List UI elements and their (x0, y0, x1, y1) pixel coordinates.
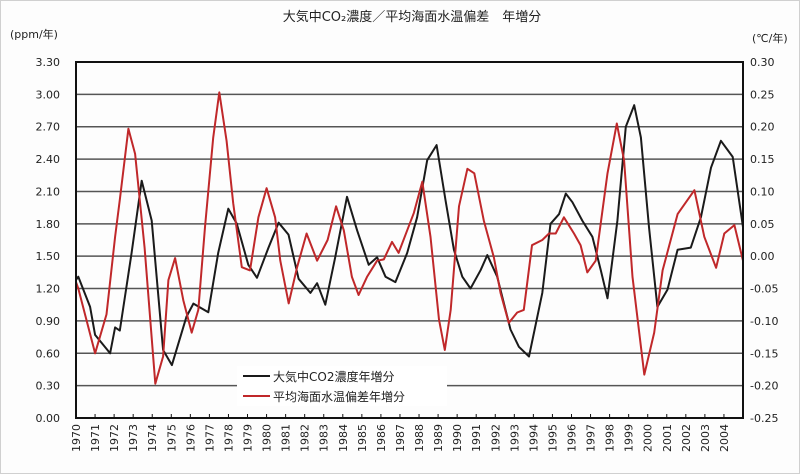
y-left-tick-label: 3.00 (36, 88, 61, 101)
y-right-tick-label: 0.00 (750, 250, 775, 263)
x-tick-label: 1984 (337, 424, 350, 452)
y-right-tick-label: -0.15 (750, 347, 778, 360)
x-tick-label: 1988 (413, 424, 426, 452)
y-right-tick-label: 0.05 (750, 218, 775, 231)
y-left-tick-label: 2.70 (36, 121, 61, 134)
legend: 大気中CO2濃度年増分 平均海面水温偏差年増分 (237, 366, 447, 406)
x-tick-label: 1974 (146, 424, 159, 452)
left-y-axis-ticks: 0.00 0.30 0.60 0.90 1.20 1.50 1.80 2.10 2.40 2.70… (36, 56, 61, 425)
x-axis-ticks: 1970 1971 1972 1973 1974 1975 1976 1977 1978 1979… (70, 414, 731, 452)
legend-label-co2: 大気中CO2濃度年増分 (273, 369, 394, 384)
x-tick-label: 1979 (242, 424, 255, 452)
y-right-tick-label: -0.10 (750, 315, 778, 328)
x-tick-label: 1998 (604, 424, 617, 452)
y-right-tick-label: -0.25 (750, 412, 778, 425)
x-tick-label: 1989 (432, 424, 445, 452)
x-tick-label: 1972 (108, 424, 121, 452)
x-tick-label: 2001 (661, 424, 674, 452)
x-tick-label: 2004 (718, 424, 731, 452)
x-tick-label: 1981 (280, 424, 293, 452)
series-line-sst (75, 91, 744, 385)
y-left-tick-label: 2.10 (36, 185, 61, 198)
x-tick-label: 2000 (642, 424, 655, 452)
y-left-tick-label: 1.20 (36, 283, 61, 296)
x-tick-label: 1990 (451, 424, 464, 452)
y-right-tick-label: 0.20 (750, 121, 775, 134)
y-left-tick-label: 1.50 (36, 250, 61, 263)
x-tick-label: 1986 (375, 424, 388, 452)
x-tick-label: 1976 (184, 424, 197, 452)
x-tick-label: 1994 (527, 424, 540, 452)
x-tick-label: 1997 (585, 424, 598, 452)
x-tick-label: 1975 (165, 424, 178, 452)
x-tick-label: 1992 (489, 424, 502, 452)
x-tick-label: 1985 (356, 424, 369, 452)
y-right-tick-label: 0.15 (750, 153, 775, 166)
right-y-axis-ticks: -0.25 -0.20 -0.15 -0.10 -0.05 0.00 0.05 0.10 0.1… (750, 56, 778, 425)
x-tick-label: 1973 (127, 424, 140, 452)
x-tick-label: 1995 (546, 424, 559, 452)
x-tick-label: 1983 (318, 424, 331, 452)
x-tick-label: 1996 (565, 424, 578, 452)
y-right-tick-label: -0.20 (750, 380, 778, 393)
y-left-tick-label: 2.40 (36, 153, 61, 166)
y-right-tick-label: 0.30 (750, 56, 775, 69)
x-tick-label: 2003 (699, 424, 712, 452)
y-left-tick-label: 1.80 (36, 218, 61, 231)
y-left-tick-label: 0.00 (36, 412, 61, 425)
y-right-tick-label: -0.05 (750, 283, 778, 296)
y-left-tick-label: 0.90 (36, 315, 61, 328)
x-tick-label: 1977 (203, 424, 216, 452)
x-tick-label: 1999 (623, 424, 636, 452)
x-tick-label: 1993 (508, 424, 521, 452)
plot-area-border (75, 61, 744, 419)
x-tick-label: 2002 (680, 424, 693, 452)
y-left-tick-label: 3.30 (36, 56, 61, 69)
x-tick-label: 1982 (299, 424, 312, 452)
x-tick-label: 1991 (470, 424, 483, 452)
y-left-tick-label: 0.60 (36, 347, 61, 360)
y-right-tick-label: 0.10 (750, 185, 775, 198)
y-left-tick-label: 0.30 (36, 380, 61, 393)
legend-label-sst: 平均海面水温偏差年増分 (273, 389, 405, 404)
x-tick-label: 1987 (394, 424, 407, 452)
chart-title: 大気中CO₂濃度／平均海面水温偏差 年増分 (283, 9, 542, 25)
series-line-co2 (75, 104, 744, 367)
legend-background (237, 366, 447, 406)
left-axis-unit: (ppm/年) (10, 27, 58, 41)
x-tick-label: 1970 (70, 424, 83, 452)
right-axis-unit: (℃/年) (752, 31, 788, 45)
x-tick-label: 1978 (222, 424, 235, 452)
x-tick-label: 1980 (261, 424, 274, 452)
series-lines (75, 91, 744, 385)
gridlines (76, 93, 743, 387)
x-tick-label: 1971 (89, 424, 102, 452)
y-right-tick-label: 0.25 (750, 88, 775, 101)
